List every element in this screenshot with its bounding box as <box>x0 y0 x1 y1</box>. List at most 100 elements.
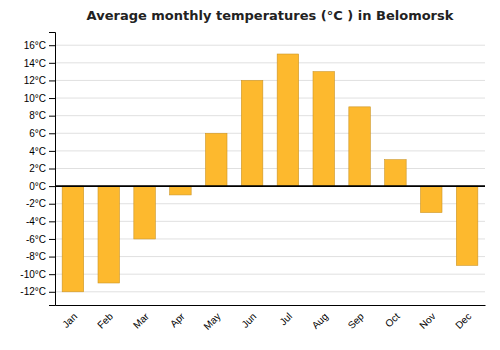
bars <box>62 54 478 292</box>
tick-label: -4°C <box>26 216 46 227</box>
tick: Sep <box>346 310 367 331</box>
tick-mark <box>49 239 55 240</box>
tick-label: Mar <box>131 310 151 330</box>
grid-line <box>55 186 485 187</box>
tick-label: 12°C <box>24 75 46 86</box>
y-axis: -12°C -10°C -8°C -6°C -4°C -2°C 0°C 2°C 4°C 6°C 8°… <box>20 33 55 306</box>
tick: -4°C <box>26 216 55 227</box>
tick-mark <box>49 63 55 64</box>
grid <box>55 45 485 292</box>
tick: 10°C <box>24 93 55 104</box>
bar <box>206 133 228 186</box>
bar <box>349 107 371 186</box>
grid-line <box>55 45 485 46</box>
tick-mark <box>49 116 55 117</box>
bar <box>98 186 120 283</box>
tick-label: May <box>201 311 222 332</box>
tick-mark <box>49 186 55 187</box>
tick: 12°C <box>24 75 55 86</box>
tick: -6°C <box>26 234 55 245</box>
tick-label: Jan <box>60 311 79 330</box>
tick: -12°C <box>20 286 55 297</box>
tick: Jun <box>239 311 258 330</box>
tick-label: Aug <box>310 311 330 331</box>
grid-line <box>55 98 485 99</box>
tick: 14°C <box>24 58 55 69</box>
tick-mark <box>49 133 55 134</box>
x-axis: Jan Feb Mar Apr May Jun Jul Aug Sep Oct Nov Dec <box>56 306 486 332</box>
grid-line <box>55 133 485 134</box>
tick: -2°C <box>26 198 55 209</box>
tick: Oct <box>383 311 402 330</box>
tick: Jul <box>277 311 294 328</box>
tick-label: -10°C <box>20 269 46 280</box>
tick: Aug <box>310 311 330 331</box>
tick-label: 8°C <box>29 110 46 121</box>
tick: Feb <box>95 310 115 330</box>
grid-line <box>55 80 485 81</box>
bar <box>277 54 299 186</box>
bar <box>241 80 262 186</box>
plot-area: -12°C -10°C -8°C -6°C -4°C -2°C 0°C 2°C 4°C 6°C 8°… <box>20 33 485 332</box>
tick-label: Feb <box>95 310 115 330</box>
axis-line <box>49 33 56 306</box>
tick-mark <box>49 151 55 152</box>
bar <box>134 186 156 239</box>
tick-label: 2°C <box>29 163 46 174</box>
tick: May <box>201 311 222 332</box>
tick-label: 14°C <box>24 58 46 69</box>
tick-mark <box>49 98 55 99</box>
tick-label: Apr <box>168 310 187 329</box>
grid-line <box>55 168 485 169</box>
tick: Dec <box>453 311 473 331</box>
bar <box>313 72 335 186</box>
tick-label: Nov <box>417 311 437 331</box>
grid-line <box>55 62 485 63</box>
tick-label: 4°C <box>29 146 46 157</box>
grid-line <box>55 150 485 151</box>
tick-label: Dec <box>453 311 473 331</box>
tick-mark <box>49 221 55 222</box>
tick-mark <box>49 257 55 258</box>
bar <box>421 186 443 212</box>
chart: -12°C -10°C -8°C -6°C -4°C -2°C 0°C 2°C 4°C 6°C 8°… <box>0 0 500 350</box>
tick-label: 16°C <box>24 40 46 51</box>
axis-line <box>56 305 486 306</box>
tick-label: 0°C <box>29 181 46 192</box>
tick-label: 6°C <box>29 128 46 139</box>
grid-line <box>55 115 485 116</box>
tick: 2°C <box>29 163 55 174</box>
tick: 16°C <box>24 40 55 51</box>
tick-label: Oct <box>383 311 402 330</box>
bar <box>62 186 83 292</box>
bar <box>456 186 478 265</box>
tick: 6°C <box>29 128 55 139</box>
tick-label: -6°C <box>26 234 46 245</box>
tick-label: Jul <box>277 311 294 328</box>
tick-label: -8°C <box>26 251 46 262</box>
tick-mark <box>49 274 55 275</box>
tick-label: Jun <box>239 311 258 330</box>
tick: -8°C <box>26 251 55 262</box>
tick-label: Sep <box>346 310 367 331</box>
bar <box>385 160 407 186</box>
tick-label: -2°C <box>26 198 46 209</box>
title: Average monthly temperatures (°C ) in Be… <box>87 8 454 23</box>
bar <box>170 186 192 195</box>
tick: 8°C <box>29 110 55 121</box>
tick-label: -12°C <box>20 286 46 297</box>
tick: -10°C <box>20 269 55 280</box>
zero-line <box>55 185 485 187</box>
tick-mark <box>49 204 55 205</box>
tick: Apr <box>168 310 187 329</box>
tick-mark <box>49 292 55 293</box>
tick: Jan <box>60 311 79 330</box>
tick: 0°C <box>29 181 55 192</box>
tick: Nov <box>417 311 437 331</box>
tick-mark <box>49 80 55 81</box>
tick-mark <box>49 169 55 170</box>
tick: 4°C <box>29 146 55 157</box>
tick: Mar <box>131 310 151 330</box>
grid-line <box>55 291 485 292</box>
tick-mark <box>49 45 55 46</box>
